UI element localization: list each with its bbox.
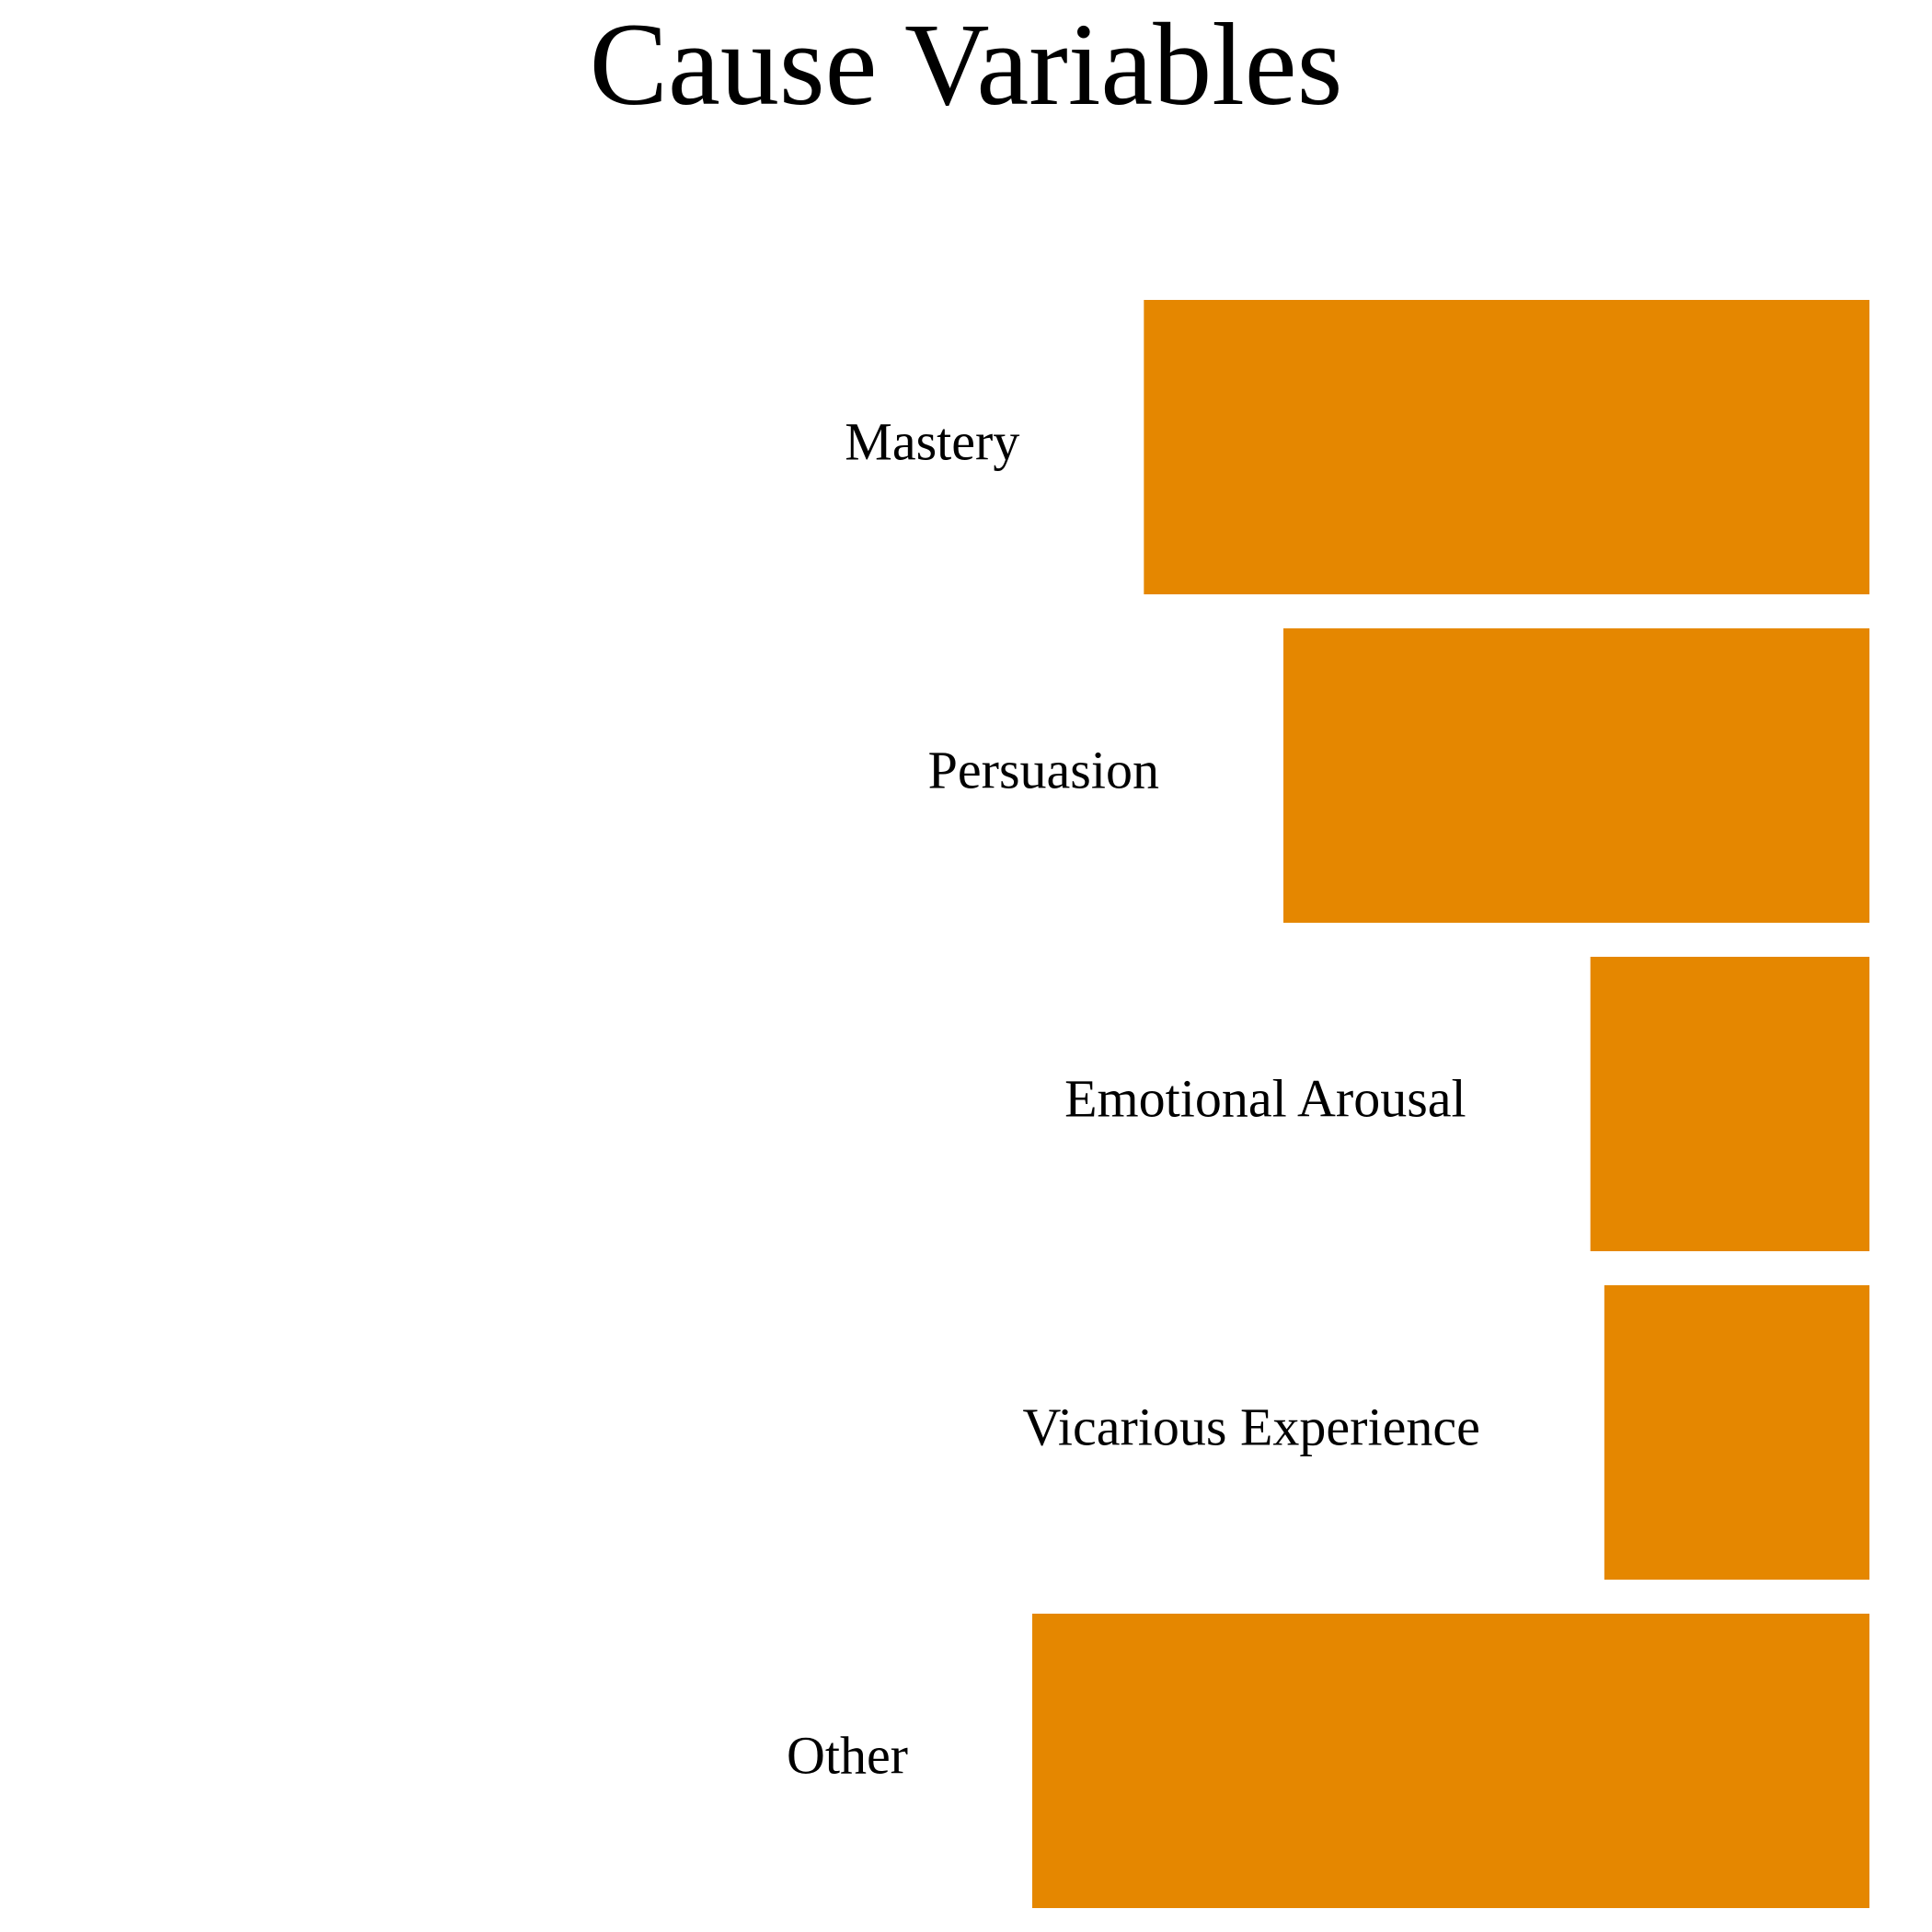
category-label: Mastery: [845, 411, 1019, 471]
bar-persuasion: [1283, 628, 1869, 923]
category-label: Persuasion: [928, 740, 1159, 799]
bars-group: [1032, 300, 1869, 1908]
bar-mastery: [1144, 300, 1869, 594]
bar-emotional-arousal: [1590, 957, 1869, 1251]
category-label: Other: [787, 1725, 908, 1785]
category-label: Vicarious Experience: [1022, 1397, 1479, 1456]
bar-other: [1032, 1614, 1869, 1908]
category-label: Emotional Arousal: [1064, 1068, 1466, 1128]
chart-title: Cause Variables: [589, 0, 1343, 130]
labels-group: Mastery Persuasion Emotional Arousal Vicari…: [787, 411, 1480, 1785]
bar-vicarious-experience: [1604, 1285, 1869, 1580]
